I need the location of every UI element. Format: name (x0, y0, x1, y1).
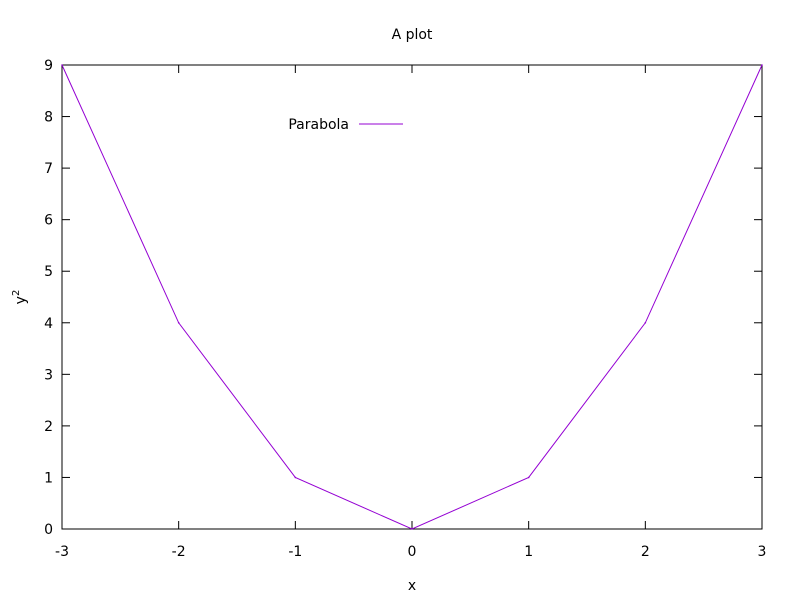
data-point (644, 321, 647, 324)
y-axis-label: y2 (11, 290, 29, 305)
y-tick-label: 7 (44, 161, 53, 177)
x-axis-label: x (408, 578, 416, 594)
legend-label-parabola: Parabola (288, 117, 349, 133)
y-tick-label: 5 (44, 264, 53, 280)
x-tick-label: -1 (288, 544, 302, 560)
y-axis-label-base: y (13, 296, 29, 304)
x-tick-label: -2 (172, 544, 186, 560)
y-tick-label: 3 (44, 367, 53, 383)
y-axis: 0 1 2 3 4 5 6 7 8 9 (44, 58, 762, 538)
y-tick-label: 1 (44, 470, 53, 486)
x-axis: -3 -2 -1 0 1 2 3 (55, 65, 766, 560)
x-tick-label: -3 (55, 544, 69, 560)
chart-title: A plot (392, 27, 433, 43)
data-point (294, 476, 297, 479)
series-line-parabola (61, 64, 763, 530)
x-tick-label: 3 (758, 544, 767, 560)
data-point (411, 528, 413, 530)
y-tick-label: 2 (44, 419, 53, 435)
x-tick-label: 1 (524, 544, 533, 560)
legend: Parabola (288, 117, 403, 133)
y-tick-label: 6 (44, 213, 53, 229)
data-point (761, 64, 763, 66)
y-tick-label: 9 (44, 58, 53, 74)
data-point (527, 476, 530, 479)
data-point (177, 321, 180, 324)
y-tick-label: 4 (44, 316, 53, 332)
y-axis-label-superscript: 2 (11, 290, 22, 296)
y-tick-label: 0 (44, 522, 53, 538)
series-layer (61, 64, 763, 530)
x-tick-label: 0 (408, 544, 417, 560)
x-tick-label: 2 (641, 544, 650, 560)
data-point (61, 64, 63, 66)
y-tick-label: 8 (44, 110, 53, 126)
